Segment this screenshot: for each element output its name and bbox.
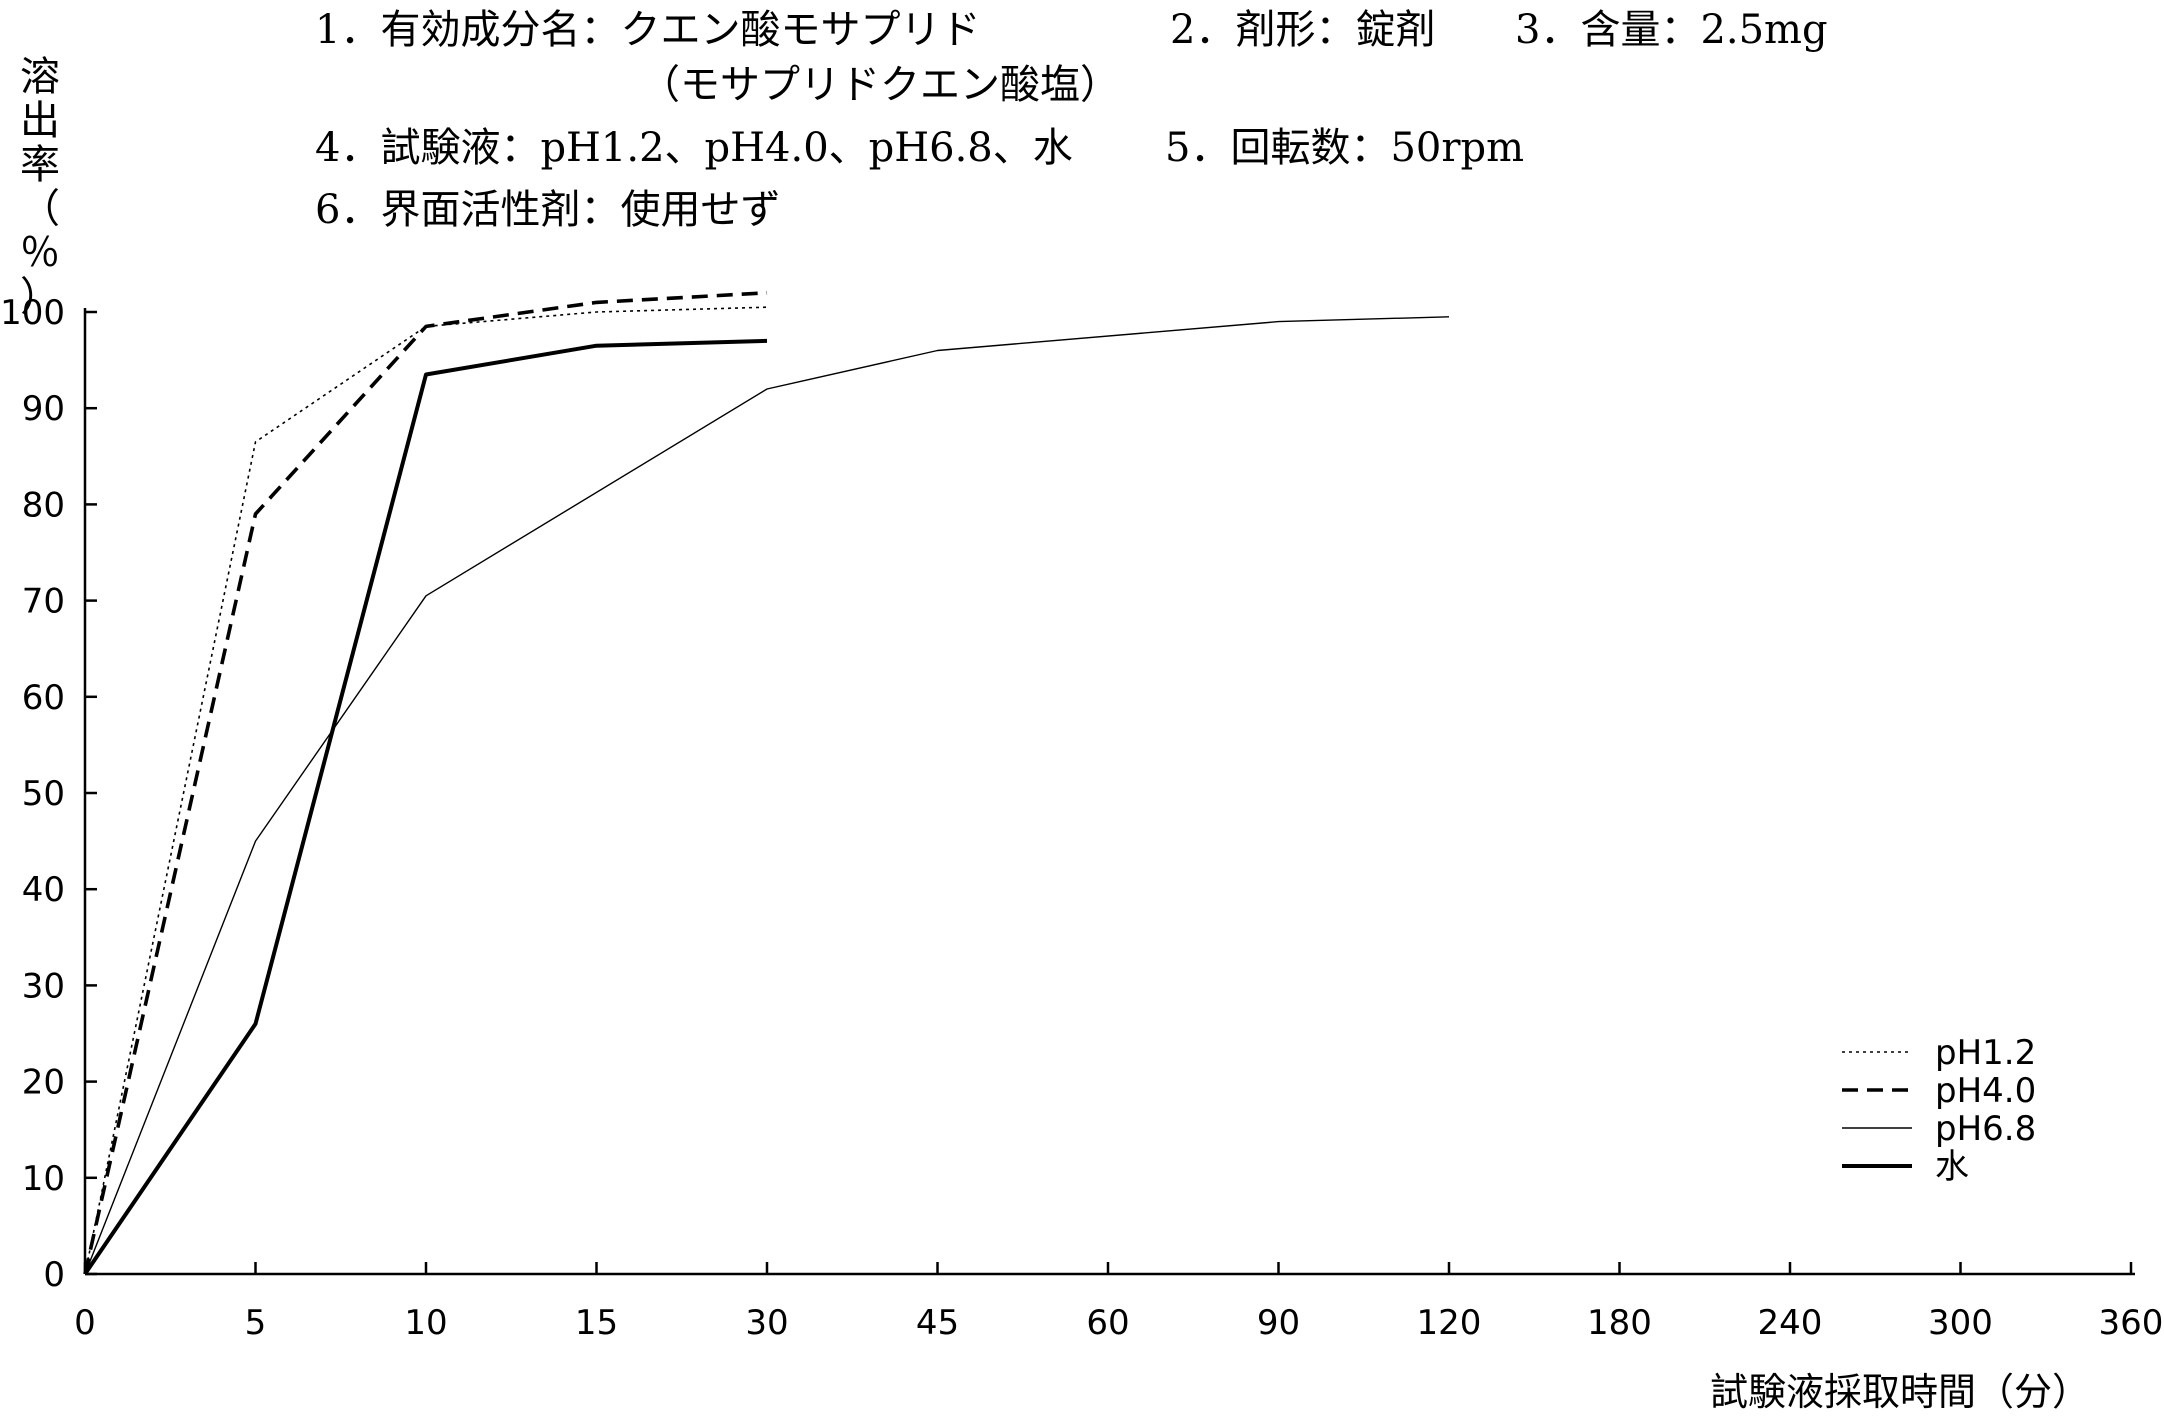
x-ticks: 0 5 10 15 30 45 60 90 120 180 240 300 360 bbox=[74, 1262, 2163, 1343]
x-tick-label: 5 bbox=[245, 1303, 267, 1343]
y-tick-label: 0 bbox=[43, 1255, 65, 1295]
y-axis-title-char: 出 bbox=[20, 98, 60, 144]
legend-label: 水 bbox=[1935, 1147, 1969, 1187]
header-rotation-speed: 5．回転数：50rpm bbox=[1165, 125, 1525, 171]
header-active-ingredient: 1．有効成分名：クエン酸モサプリド bbox=[315, 7, 981, 53]
legend-label: pH6.8 bbox=[1935, 1109, 2036, 1149]
axes bbox=[83, 308, 2135, 1276]
y-tick-label: 20 bbox=[22, 1063, 65, 1103]
y-ticks: 0 10 20 30 40 50 60 70 80 90 100 bbox=[0, 293, 97, 1295]
y-tick-label: 70 bbox=[22, 582, 65, 622]
x-tick-label: 360 bbox=[2099, 1303, 2164, 1343]
x-axis-title: 試験液採取時間（分） bbox=[1710, 1370, 2090, 1414]
x-tick-label: 30 bbox=[745, 1303, 788, 1343]
x-tick-label: 0 bbox=[74, 1303, 96, 1343]
series-line-1 bbox=[83, 291, 768, 1275]
y-tick-label: 90 bbox=[22, 389, 65, 429]
y-tick-label: 100 bbox=[0, 293, 65, 333]
header-salt-name: （モサプリドクエン酸塩） bbox=[640, 62, 1120, 108]
y-axis-title-char: ％ bbox=[20, 230, 60, 276]
legend-label: pH1.2 bbox=[1935, 1033, 2036, 1073]
series-line-3 bbox=[83, 338, 768, 1276]
y-tick-label: 80 bbox=[22, 485, 65, 525]
x-tick-label: 120 bbox=[1417, 1303, 1482, 1343]
header-test-solution: 4．試験液：pH1.2、pH4.0、pH6.8、水 bbox=[315, 125, 1073, 171]
series-line-0 bbox=[84, 306, 768, 1275]
y-axis-title-char: 率 bbox=[20, 142, 60, 188]
header-content: 3．含量：2.5mg bbox=[1515, 7, 1828, 53]
header-surfactant: 6．界面活性剤：使用せず bbox=[315, 187, 781, 233]
y-tick-label: 10 bbox=[22, 1159, 65, 1199]
series-lines bbox=[83, 291, 1450, 1276]
x-tick-label: 240 bbox=[1758, 1303, 1823, 1343]
legend-label: pH4.0 bbox=[1935, 1071, 2036, 1111]
y-tick-label: 30 bbox=[22, 966, 65, 1006]
x-tick-label: 180 bbox=[1587, 1303, 1652, 1343]
header-dose-form: 2．剤形：錠剤 bbox=[1170, 7, 1436, 53]
y-axis-title-char: （ bbox=[20, 186, 60, 232]
x-tick-label: 90 bbox=[1257, 1303, 1300, 1343]
y-tick-label: 50 bbox=[22, 774, 65, 814]
y-axis-title-char: 溶 bbox=[20, 54, 60, 100]
series-line-2 bbox=[84, 316, 1450, 1275]
y-tick-label: 40 bbox=[22, 870, 65, 910]
y-axis-title-char: ） bbox=[20, 274, 60, 320]
x-tick-label: 300 bbox=[1928, 1303, 1993, 1343]
x-tick-label: 60 bbox=[1086, 1303, 1129, 1343]
y-tick-label: 60 bbox=[22, 678, 65, 718]
x-tick-label: 10 bbox=[404, 1303, 447, 1343]
x-tick-label: 15 bbox=[575, 1303, 618, 1343]
x-tick-label: 45 bbox=[916, 1303, 959, 1343]
y-axis-title: 溶出率（％） bbox=[18, 55, 62, 319]
